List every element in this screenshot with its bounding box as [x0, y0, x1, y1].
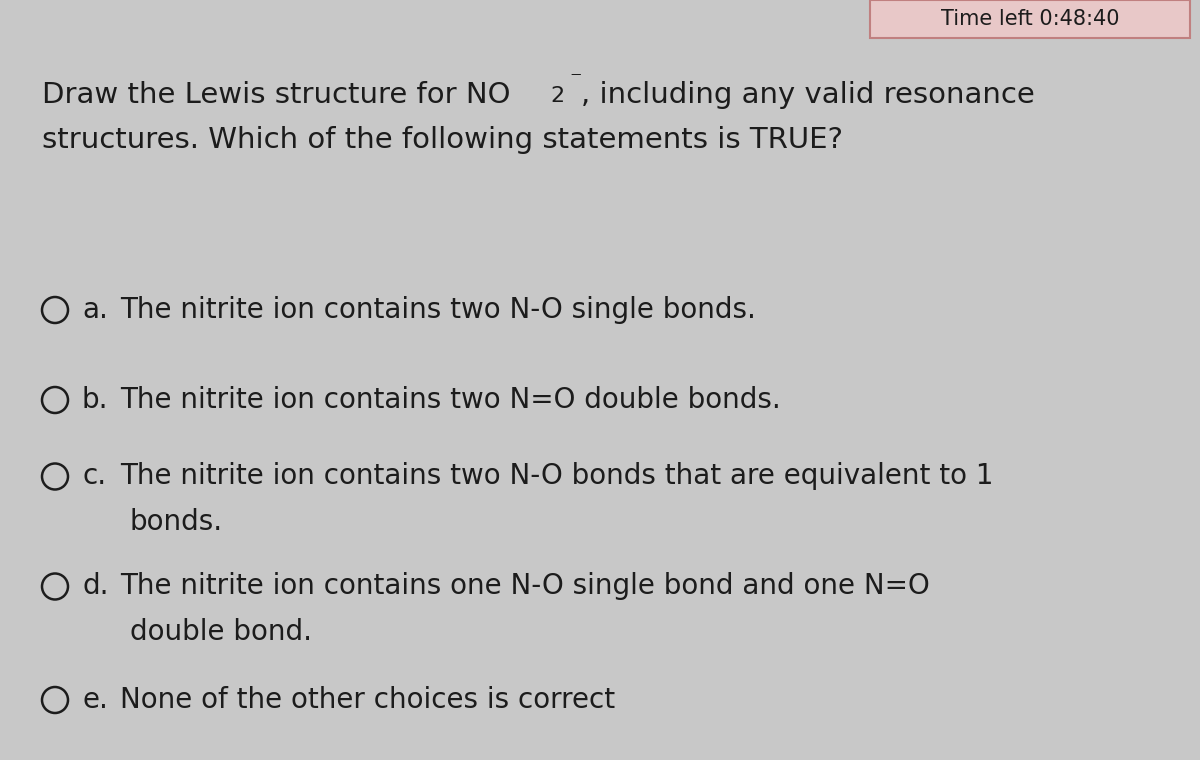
- Text: The nitrite ion contains two N=O double bonds.: The nitrite ion contains two N=O double …: [120, 386, 781, 414]
- Text: None of the other choices is correct: None of the other choices is correct: [120, 686, 616, 714]
- Text: d.: d.: [82, 572, 108, 600]
- Text: double bond.: double bond.: [130, 617, 312, 645]
- Text: The nitrite ion contains two N-O bonds that are equivalent to 1: The nitrite ion contains two N-O bonds t…: [120, 463, 994, 490]
- Text: b.: b.: [82, 386, 108, 414]
- Text: structures. Which of the following statements is TRUE?: structures. Which of the following state…: [42, 126, 842, 154]
- Text: a.: a.: [82, 296, 108, 324]
- Text: bonds.: bonds.: [130, 508, 223, 536]
- Text: c.: c.: [82, 463, 106, 490]
- Text: 2: 2: [550, 86, 564, 106]
- Text: Draw the Lewis structure for NO: Draw the Lewis structure for NO: [42, 81, 510, 109]
- Text: ⁻: ⁻: [569, 67, 582, 91]
- FancyBboxPatch shape: [870, 0, 1190, 38]
- Text: e.: e.: [82, 686, 108, 714]
- Text: The nitrite ion contains two N-O single bonds.: The nitrite ion contains two N-O single …: [120, 296, 756, 324]
- Text: The nitrite ion contains one N-O single bond and one N=O: The nitrite ion contains one N-O single …: [120, 572, 930, 600]
- Text: Time left 0:48:40: Time left 0:48:40: [941, 9, 1120, 29]
- Text: , including any valid resonance: , including any valid resonance: [581, 81, 1034, 109]
